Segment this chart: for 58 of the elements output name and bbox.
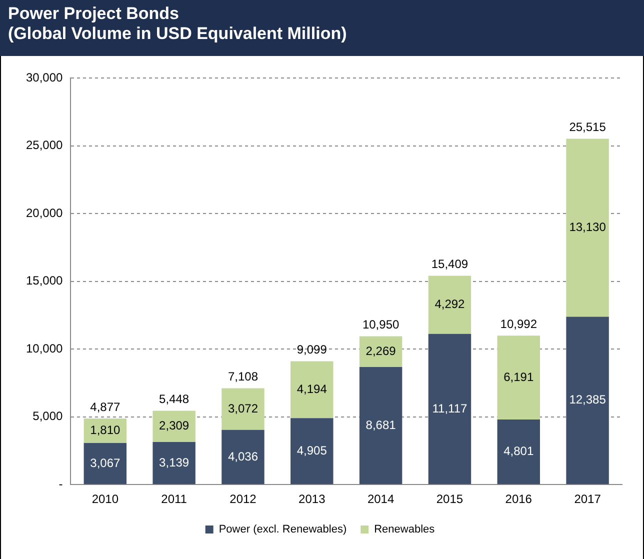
data-label: 6,191	[504, 370, 534, 384]
data-label: 3,067	[90, 456, 120, 470]
y-tick-label: 30,000	[26, 70, 64, 84]
data-label: 4,801	[504, 444, 534, 458]
bar	[497, 336, 540, 420]
total-label: 10,992	[500, 316, 538, 331]
bar	[152, 410, 196, 442]
total-label: 15,409	[431, 257, 468, 272]
bar	[497, 420, 540, 484]
x-tick-label: 2017	[574, 492, 602, 506]
bar	[359, 366, 402, 484]
data-label: 3,139	[159, 455, 190, 470]
data-label: 2,269	[366, 344, 396, 358]
bar	[152, 442, 196, 484]
bar	[428, 276, 472, 334]
y-tick-label: -	[58, 476, 63, 491]
x-tick-label: 2016	[505, 492, 532, 506]
data-label: 3,072	[228, 401, 258, 416]
bar	[222, 430, 264, 484]
y-tick-label: 20,000	[26, 206, 64, 220]
bar	[566, 138, 609, 317]
x-tick-label: 2010	[92, 492, 119, 506]
x-tick-label: 2015	[436, 492, 464, 506]
bar	[428, 334, 472, 484]
data-label: 13,130	[569, 220, 606, 234]
bar	[290, 418, 334, 484]
data-label: 8,681	[366, 418, 396, 432]
y-tick-label: 25,000	[26, 138, 64, 152]
total-label: 10,950	[362, 318, 400, 332]
data-label: 2,309	[159, 418, 190, 433]
legend-label: Renewables	[374, 524, 436, 536]
total-label: 7,108	[228, 370, 258, 384]
total-label: 5,448	[159, 392, 190, 406]
y-tick-label: 10,000	[26, 341, 64, 356]
data-label: 4,036	[228, 449, 258, 464]
bar	[566, 316, 609, 484]
bar	[359, 336, 402, 367]
data-label: 4,194	[296, 382, 328, 396]
legend-label: Power (excl. Renewables)	[218, 524, 347, 536]
data-label: 11,117	[432, 401, 468, 416]
y-tick-label: 5,000	[32, 409, 64, 424]
chart-title: Power Project Bonds	[8, 4, 180, 24]
x-tick-label: 2012	[230, 492, 257, 506]
bar	[84, 443, 127, 484]
total-label: 4,877	[90, 400, 120, 414]
total-label: 9,099	[296, 342, 328, 357]
y-tick-label: 15,000	[26, 274, 64, 288]
x-tick-label: 2013	[298, 492, 326, 506]
bar	[222, 388, 264, 430]
x-tick-label: 2014	[367, 492, 394, 506]
data-label: 12,385	[569, 392, 606, 407]
data-label: 4,292	[434, 297, 466, 312]
total-label: 25,515	[569, 120, 606, 134]
bar	[290, 361, 334, 418]
data-label: 4,905	[296, 443, 328, 458]
chart-subtitle: (Global Volume in USD Equivalent Million)	[8, 24, 348, 44]
x-tick-label: 2011	[161, 492, 188, 506]
data-label: 1,810	[90, 423, 120, 438]
